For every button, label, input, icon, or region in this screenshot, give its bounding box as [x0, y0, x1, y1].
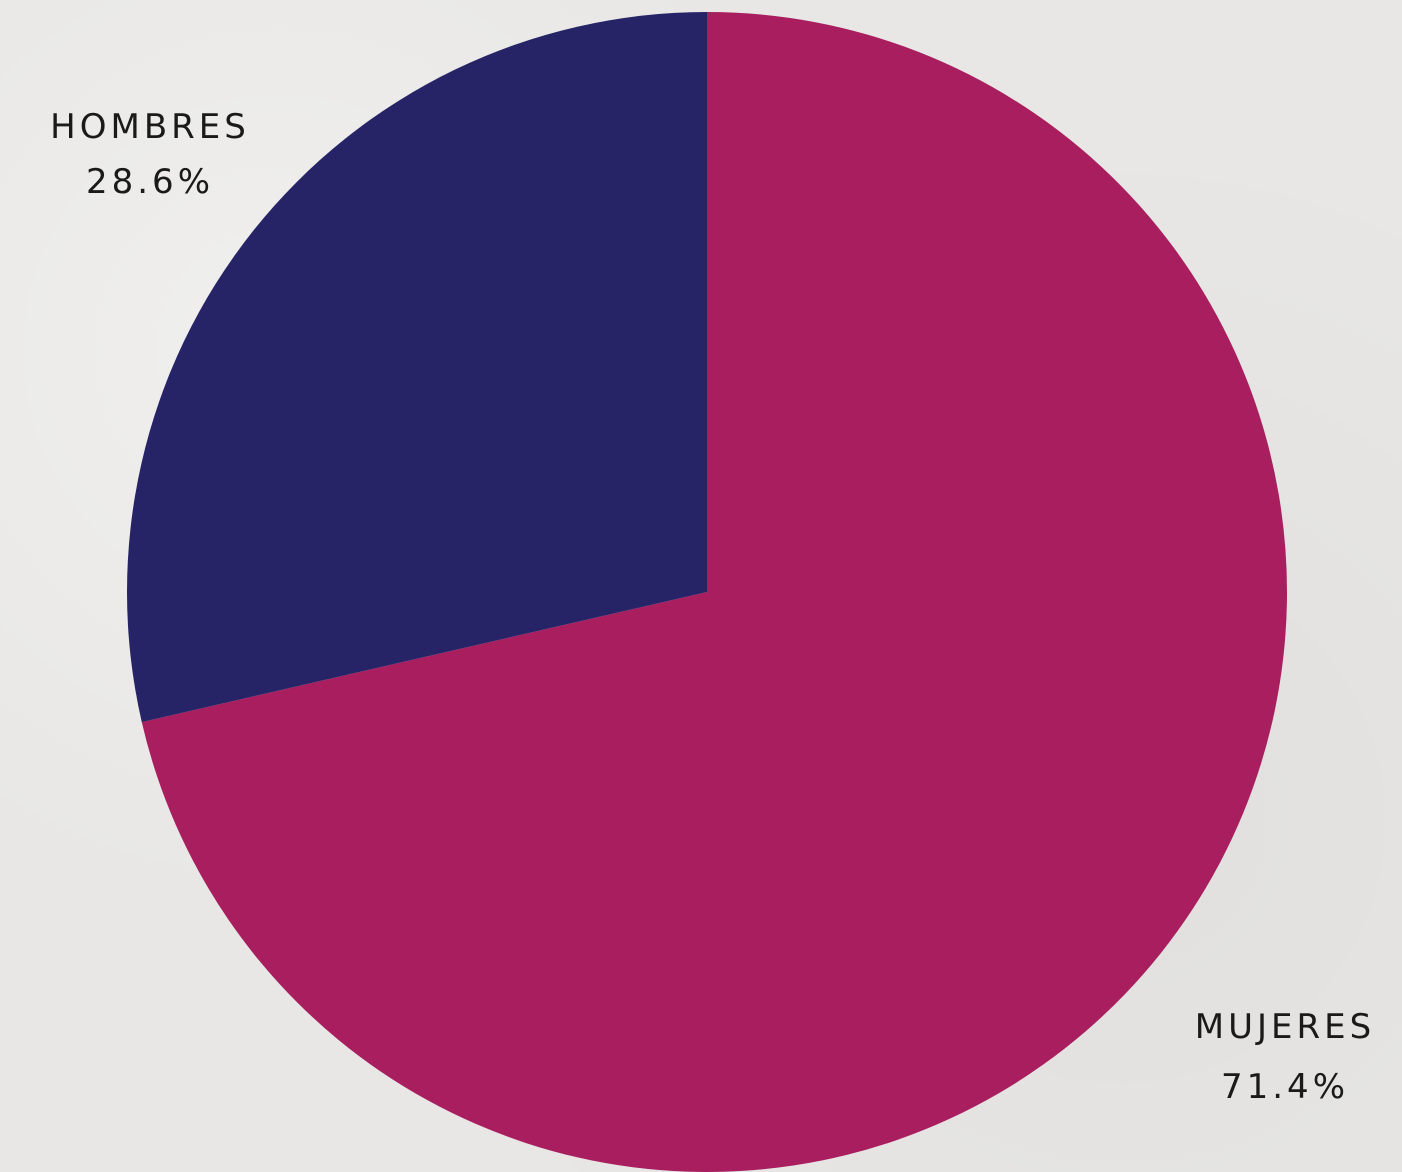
slice-label-mujeres: MUJERES: [1195, 1007, 1375, 1047]
slice-value-mujeres: 71.4%: [1221, 1067, 1349, 1107]
pie-slice-mujeres: [141, 12, 1287, 1172]
slice-label-hombres: HOMBRES: [50, 107, 250, 147]
slice-value-hombres: 28.6%: [86, 162, 214, 202]
pie-slices: [126, 12, 1287, 1172]
pie-labels: MUJERES 71.4% HOMBRES 28.6%: [50, 107, 1375, 1107]
pie-slice-hombres: [126, 12, 708, 723]
